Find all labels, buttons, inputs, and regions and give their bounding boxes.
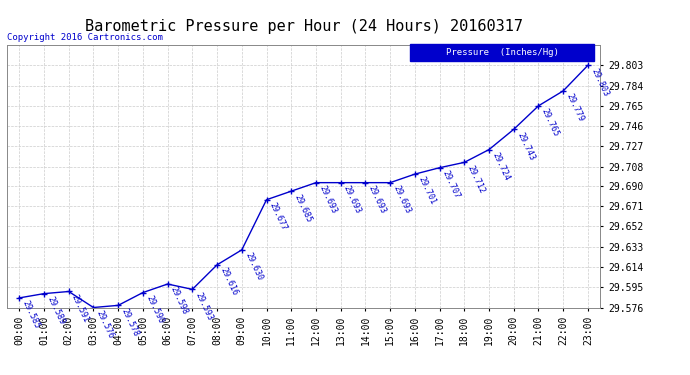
Text: 29.693: 29.693 [342,184,363,215]
Text: 29.630: 29.630 [243,251,264,282]
Text: 29.693: 29.693 [391,184,413,215]
Text: 29.593: 29.593 [194,291,215,322]
Text: 29.578: 29.578 [119,307,140,338]
Text: Barometric Pressure per Hour (24 Hours) 20160317: Barometric Pressure per Hour (24 Hours) … [85,19,522,34]
Text: 29.576: 29.576 [95,309,116,340]
Text: 29.677: 29.677 [268,201,288,232]
FancyBboxPatch shape [411,44,594,61]
Text: 29.701: 29.701 [416,176,437,207]
Text: 29.591: 29.591 [70,293,91,324]
Text: 29.779: 29.779 [564,92,585,123]
Text: 29.685: 29.685 [293,193,313,224]
Text: 29.616: 29.616 [219,266,239,297]
Text: 29.707: 29.707 [441,169,462,200]
Text: Pressure  (Inches/Hg): Pressure (Inches/Hg) [446,48,559,57]
Text: 29.803: 29.803 [589,67,610,98]
Text: 29.585: 29.585 [21,299,41,330]
Text: 29.712: 29.712 [466,164,486,195]
Text: 29.598: 29.598 [169,285,190,316]
Text: 29.765: 29.765 [540,107,561,138]
Text: Copyright 2016 Cartronics.com: Copyright 2016 Cartronics.com [7,33,163,42]
Text: 29.590: 29.590 [144,294,165,325]
Text: 29.743: 29.743 [515,131,536,162]
Text: 29.693: 29.693 [367,184,388,215]
Text: 29.693: 29.693 [317,184,338,215]
Text: 29.724: 29.724 [491,151,511,182]
Text: 29.589: 29.589 [46,295,66,326]
